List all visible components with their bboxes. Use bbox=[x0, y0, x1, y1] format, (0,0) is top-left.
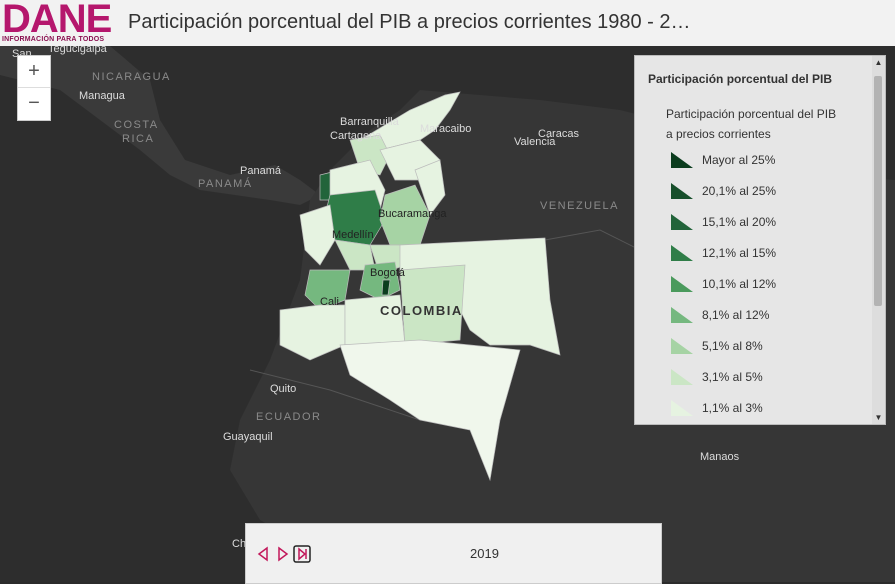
logo-text: DANE bbox=[2, 0, 112, 41]
map-label-colombia: COLOMBIA bbox=[380, 303, 463, 318]
zoom-out-button[interactable]: − bbox=[28, 92, 40, 114]
map-label-barranquilla: Barranquilla bbox=[340, 116, 399, 128]
legend-label: 1,1% al 3% bbox=[702, 401, 763, 415]
map-label-managua: Managua bbox=[79, 90, 125, 102]
map-label-bucaramanga: Bucaramanga bbox=[378, 208, 447, 220]
legend-label: Mayor al 25% bbox=[702, 153, 776, 167]
legend-swatch bbox=[671, 245, 693, 261]
legend-label: 5,1% al 8% bbox=[702, 339, 763, 353]
legend-panel: Participación porcentual del PIB Partici… bbox=[634, 55, 886, 425]
legend-label: 10,1% al 12% bbox=[702, 277, 777, 291]
scroll-up-icon[interactable]: ▲ bbox=[874, 58, 883, 67]
map-label-nicaragua: NICARAGUA bbox=[92, 71, 171, 83]
map-label-ch: Ch bbox=[232, 538, 247, 550]
next-icon[interactable] bbox=[293, 545, 311, 563]
map-label-cali: Cali bbox=[320, 296, 339, 308]
legend-swatch bbox=[671, 214, 693, 230]
map-label-medellin: Medellín bbox=[332, 229, 374, 241]
legend-title: Participación porcentual del PIB bbox=[648, 72, 833, 86]
map-label-tegucigalpa: Tegucigalpa bbox=[48, 46, 107, 55]
legend-label: 8,1% al 12% bbox=[702, 308, 770, 322]
map-label-bogota: Bogotá bbox=[370, 267, 405, 279]
dept-bogota bbox=[381, 279, 391, 296]
legend-swatch bbox=[671, 276, 693, 292]
legend-subtitle: Participación porcentual del PIB a preci… bbox=[666, 107, 837, 141]
logo-tagline: INFORMACIÓN PARA TODOS bbox=[2, 36, 105, 43]
map-label-venezuela: VENEZUELA bbox=[540, 200, 619, 212]
legend-swatch bbox=[671, 183, 693, 199]
legend-swatch bbox=[671, 338, 693, 354]
time-slider: 2019 bbox=[245, 523, 662, 584]
dept-norte-santander bbox=[414, 159, 446, 216]
legend-swatch bbox=[671, 400, 693, 416]
header: DANE INFORMACIÓN PARA TODOS Participació… bbox=[0, 0, 895, 47]
play-icon[interactable] bbox=[274, 545, 292, 563]
legend-label: 12,1% al 15% bbox=[702, 246, 777, 260]
map-label-caracas: Caracas bbox=[538, 128, 579, 140]
map-label-panama: PANAMÁ bbox=[198, 178, 253, 190]
legend-swatch bbox=[671, 152, 693, 168]
dept-amazonia bbox=[339, 339, 521, 482]
zoom-in-button[interactable]: + bbox=[18, 56, 50, 88]
map-label-ecuador: ECUADOR bbox=[256, 411, 322, 423]
legend-label: 20,1% al 25% bbox=[702, 184, 777, 198]
dept-choco bbox=[299, 204, 336, 266]
page-title: Participación porcentual del PIB a preci… bbox=[128, 11, 691, 33]
dept-meta bbox=[399, 264, 466, 346]
map-label-quito: Quito bbox=[270, 383, 297, 395]
map-label-panama-city: Panamá bbox=[240, 165, 281, 177]
dept-cundinamarca bbox=[359, 261, 401, 301]
current-year: 2019 bbox=[470, 546, 499, 561]
map-label-manaos: Manaos bbox=[700, 451, 740, 463]
map-label-valencia: Valencia bbox=[514, 136, 556, 148]
map-label-cartagena: Cartagena bbox=[330, 130, 382, 142]
legend-scrollbar[interactable]: ▲ ▼ bbox=[872, 56, 885, 424]
legend-swatch bbox=[671, 369, 693, 385]
dane-logo: DANE INFORMACIÓN PARA TODOS bbox=[2, 0, 120, 45]
previous-icon[interactable] bbox=[254, 545, 272, 563]
zoom-control: + − bbox=[17, 55, 51, 121]
scroll-down-icon[interactable]: ▼ bbox=[874, 413, 883, 422]
map-label-guayaquil: Guayaquil bbox=[223, 431, 273, 443]
legend-label: 15,1% al 20% bbox=[702, 215, 777, 229]
scroll-thumb[interactable] bbox=[874, 76, 882, 306]
map-label-maracaibo: Maracaibo bbox=[420, 123, 472, 135]
legend-label: 3,1% al 5% bbox=[702, 370, 763, 384]
map-label-costa: COSTA bbox=[114, 119, 159, 131]
legend-swatch bbox=[671, 307, 693, 323]
map-label-rica: RICA bbox=[122, 133, 155, 145]
